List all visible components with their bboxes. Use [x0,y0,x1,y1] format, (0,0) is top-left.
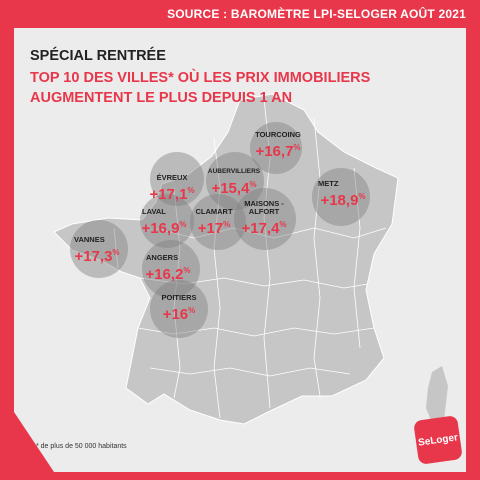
label-tourcoing: TOURCOING +16,7% [246,130,310,161]
corsica-shape [426,366,448,428]
price-change: +17,1% [149,186,195,203]
label-angers: ANGERS +16,2% [138,253,198,284]
price-change: +17,3% [74,248,120,265]
price-change: +15,4% [211,180,257,197]
city-name: AUBERVILLIERS [207,168,261,175]
source-caption: SOURCE : BAROMÈTRE LPI-SELOGER AOÛT 2021 [167,7,466,21]
map-card: SPÉCIAL RENTRÉE TOP 10 DES VILLES* OÙ LE… [14,28,466,472]
bubble-tourcoing [250,122,302,174]
label-clamart: CLAMART +17% [188,207,240,238]
label-evreux: ÉVREUX +17,1% [142,173,202,204]
city-name: VANNES [74,235,105,244]
city-name: LAVAL [142,207,166,216]
bubble-metz [312,168,370,226]
bubble-maisons-alfort [234,188,296,250]
price-change: +16% [162,306,196,323]
city-name: POITIERS [161,293,197,302]
label-aubervilliers: AUBERVILLIERS +15,4% [202,168,266,197]
city-name: MAISONS -ALFORT [244,199,284,216]
label-poitiers: POITIERS +16% [150,293,208,324]
page-title: SPÉCIAL RENTRÉE [30,48,166,64]
corner-wedge [14,412,54,472]
bubble-clamart [190,194,246,250]
france-mainland-shape [53,93,399,425]
bubble-angers [142,240,200,298]
price-change: +16,9% [141,220,187,237]
label-vannes: VANNES +17,3% [66,235,128,266]
city-name: TOURCOING [255,130,301,139]
label-maisons-alfort: MAISONS -ALFORT +17,4% [232,199,296,238]
city-name: METZ [318,179,339,188]
price-change: +18,9% [320,192,366,209]
footnote: * de plus de 50 000 habitants [36,443,127,450]
label-metz: METZ +18,9% [312,179,374,210]
city-name: ANGERS [146,253,179,262]
seloger-logo: SeLoger [413,415,463,465]
price-change: +16,2% [145,266,191,283]
price-change: +17% [197,220,231,237]
city-name: CLAMART [195,207,233,216]
label-laval: LAVAL +16,9% [134,207,194,238]
bubble-evreux [150,152,204,206]
city-name: ÉVREUX [156,173,188,182]
bubble-vannes [70,220,128,278]
department-borders [113,97,387,419]
price-change: +17,4% [241,220,287,237]
bubble-aubervilliers [206,152,264,210]
price-change: +16,7% [255,143,301,160]
bubble-poitiers [150,280,208,338]
bubble-laval [140,194,194,248]
page-subtitle: TOP 10 DES VILLES* OÙ LES PRIX IMMOBILIE… [30,70,371,106]
france-map [53,93,448,428]
